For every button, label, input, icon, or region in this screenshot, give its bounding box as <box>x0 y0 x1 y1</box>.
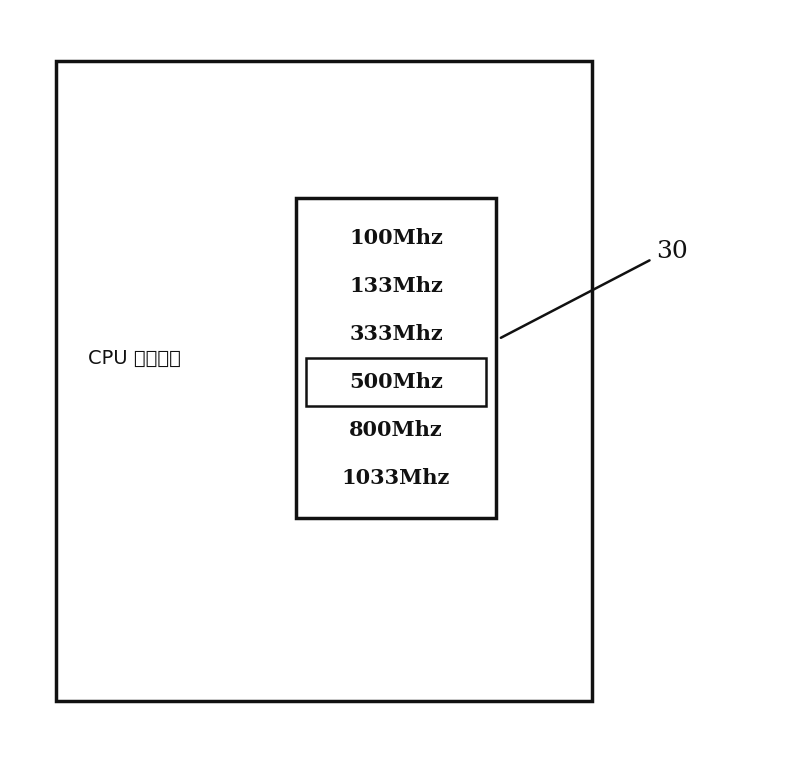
Text: 100Mhz: 100Mhz <box>349 228 443 248</box>
Text: 500Mhz: 500Mhz <box>349 372 443 392</box>
Bar <box>56 61 592 701</box>
Text: 133Mhz: 133Mhz <box>349 276 443 296</box>
Bar <box>306 358 486 406</box>
Text: 1033Mhz: 1033Mhz <box>342 468 450 488</box>
Text: 800Mhz: 800Mhz <box>349 420 443 440</box>
Bar <box>296 198 496 518</box>
Text: 30: 30 <box>656 240 688 263</box>
Text: 333Mhz: 333Mhz <box>349 324 443 344</box>
Text: CPU 超频频率: CPU 超频频率 <box>88 349 181 367</box>
